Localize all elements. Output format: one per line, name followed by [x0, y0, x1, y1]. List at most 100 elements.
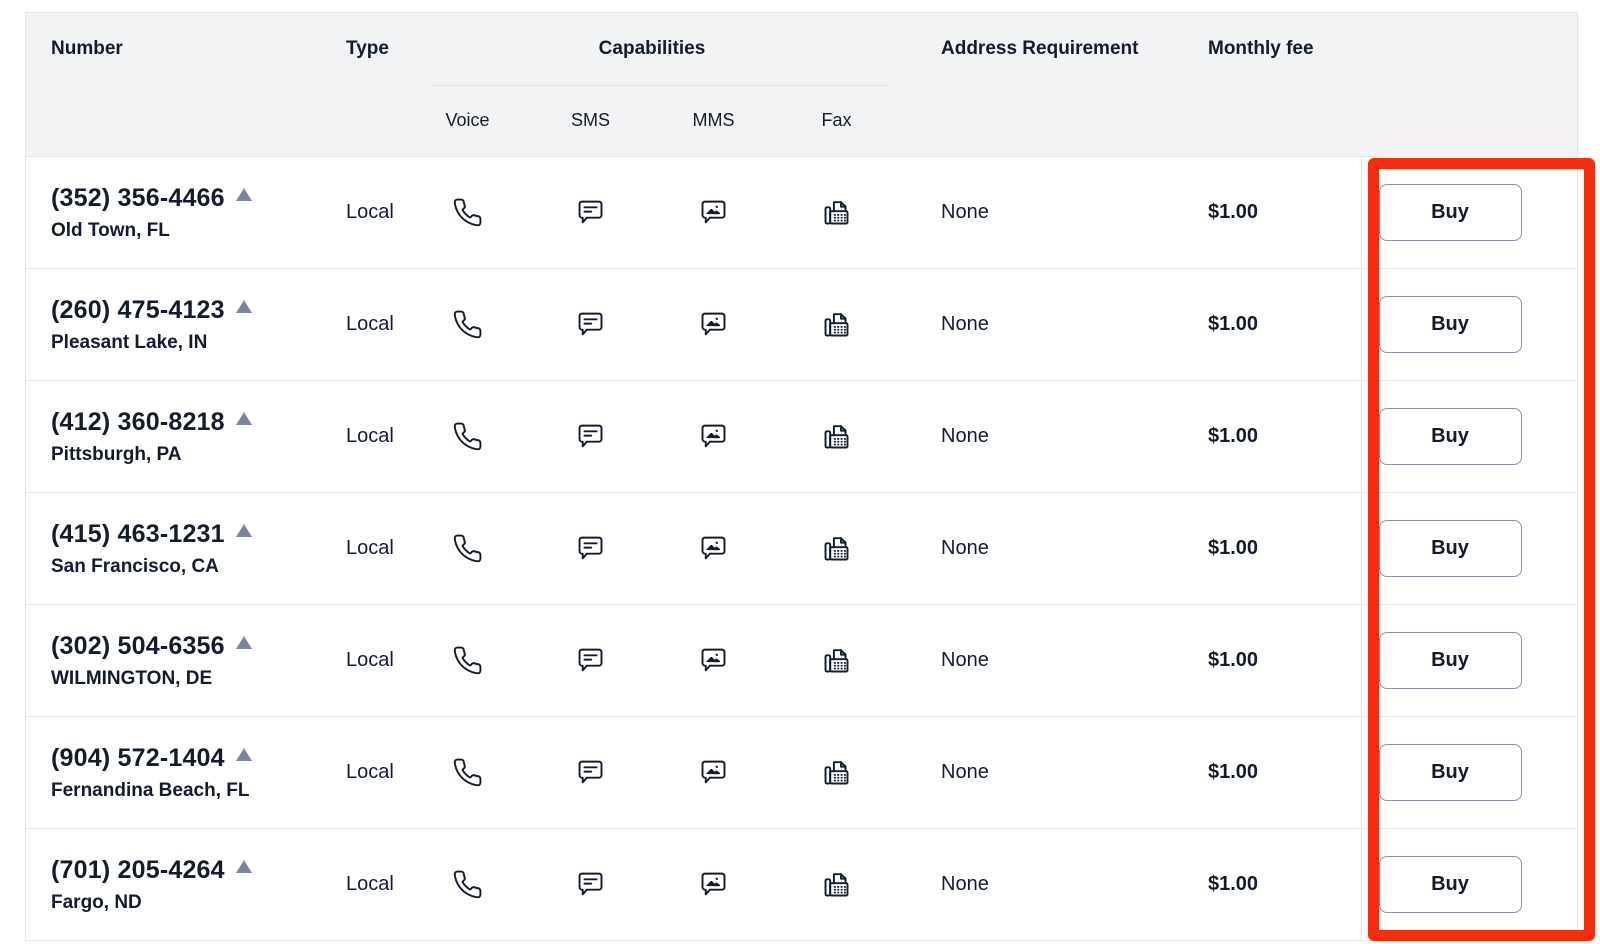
- mms-capability-cell: [652, 757, 775, 788]
- column-header-address-requirement: Address Requirement: [941, 38, 1139, 59]
- buy-cell: Buy: [1361, 717, 1577, 828]
- fax-icon: [821, 421, 852, 452]
- column-header-fax: Fax: [821, 110, 852, 130]
- mms-icon: [698, 309, 729, 340]
- voice-icon: [452, 421, 483, 452]
- fax-capability-cell: [775, 869, 898, 900]
- buy-cell: Buy: [1361, 493, 1577, 604]
- buy-button[interactable]: Buy: [1378, 296, 1522, 353]
- address-requirement-cell: None: [941, 201, 989, 223]
- buy-button[interactable]: Buy: [1378, 744, 1522, 801]
- phone-location: Old Town, FL: [51, 219, 170, 241]
- sort-triangle-icon: [235, 412, 252, 425]
- buy-button[interactable]: Buy: [1378, 520, 1522, 577]
- column-header-monthly-fee: Monthly fee: [1208, 38, 1314, 59]
- monthly-fee-cell: $1.00: [1208, 537, 1259, 559]
- available-numbers-table: Number Type Capabilities Address Require…: [25, 12, 1578, 941]
- phone-number: (415) 463-1231: [51, 519, 225, 548]
- sort-triangle-icon: [235, 860, 252, 873]
- monthly-fee-cell: $1.00: [1208, 649, 1259, 671]
- sms-icon: [575, 533, 606, 564]
- type-cell: Local: [346, 425, 394, 447]
- capabilities-subheader: Voice SMS MMS Fax: [406, 85, 898, 156]
- type-cell: Local: [346, 873, 394, 895]
- monthly-fee-cell: $1.00: [1208, 761, 1259, 783]
- voice-icon: [452, 757, 483, 788]
- voice-icon: [452, 645, 483, 676]
- voice-capability-cell: [406, 645, 529, 676]
- buy-button[interactable]: Buy: [1378, 856, 1522, 913]
- column-header-sms: SMS: [570, 110, 610, 130]
- fax-capability-cell: [775, 309, 898, 340]
- buy-button[interactable]: Buy: [1378, 408, 1522, 465]
- sms-capability-cell: [529, 421, 652, 452]
- column-header-number: Number: [51, 38, 123, 59]
- fax-icon: [821, 869, 852, 900]
- voice-icon: [452, 197, 483, 228]
- phone-number: (701) 205-4264: [51, 855, 225, 884]
- number-cell: (701) 205-4264 Fargo, ND: [26, 855, 346, 913]
- phone-location: Pittsburgh, PA: [51, 443, 182, 465]
- mms-icon: [698, 869, 729, 900]
- fax-icon: [821, 309, 852, 340]
- fax-capability-cell: [775, 757, 898, 788]
- monthly-fee-cell: $1.00: [1208, 873, 1259, 895]
- voice-capability-cell: [406, 421, 529, 452]
- number-cell: (415) 463-1231 San Francisco, CA: [26, 519, 346, 576]
- phone-number: (412) 360-8218: [51, 407, 225, 436]
- address-requirement-cell: None: [941, 873, 989, 895]
- phone-location: Fargo, ND: [51, 891, 142, 913]
- table-row: (412) 360-8218 Pittsburgh, PA Local: [26, 380, 1577, 492]
- fax-capability-cell: [775, 645, 898, 676]
- type-cell: Local: [346, 761, 394, 783]
- column-header-mms: MMS: [692, 110, 735, 130]
- type-cell: Local: [346, 537, 394, 559]
- phone-number: (904) 572-1404: [51, 743, 225, 772]
- sms-icon: [575, 757, 606, 788]
- mms-capability-cell: [652, 645, 775, 676]
- buy-button[interactable]: Buy: [1378, 184, 1522, 241]
- mms-icon: [698, 421, 729, 452]
- phone-location: Fernandina Beach, FL: [51, 779, 250, 801]
- sms-icon: [575, 645, 606, 676]
- address-requirement-cell: None: [941, 537, 989, 559]
- sort-triangle-icon: [235, 748, 252, 761]
- column-header-type: Type: [346, 38, 389, 59]
- sort-triangle-icon: [235, 636, 252, 649]
- phone-number: (352) 356-4466: [51, 183, 225, 212]
- table-header: Number Type Capabilities Address Require…: [26, 13, 1577, 156]
- mms-capability-cell: [652, 197, 775, 228]
- fax-icon: [821, 757, 852, 788]
- fax-icon: [821, 197, 852, 228]
- mms-icon: [698, 757, 729, 788]
- sms-capability-cell: [529, 869, 652, 900]
- sms-capability-cell: [529, 309, 652, 340]
- sms-capability-cell: [529, 197, 652, 228]
- monthly-fee-cell: $1.00: [1208, 201, 1259, 223]
- table-row: (415) 463-1231 San Francisco, CA Local: [26, 492, 1577, 604]
- voice-icon: [452, 533, 483, 564]
- fax-icon: [821, 645, 852, 676]
- phone-number: (260) 475-4123: [51, 295, 225, 324]
- buy-cell: Buy: [1361, 829, 1577, 940]
- type-cell: Local: [346, 313, 394, 335]
- number-cell: (302) 504-6356 WILMINGTON, DE: [26, 633, 346, 689]
- column-header-capabilities: Capabilities: [598, 38, 706, 59]
- buy-button[interactable]: Buy: [1378, 632, 1522, 689]
- address-requirement-cell: None: [941, 313, 989, 335]
- fax-capability-cell: [775, 533, 898, 564]
- mms-capability-cell: [652, 309, 775, 340]
- buy-cell: Buy: [1361, 605, 1577, 716]
- voice-capability-cell: [406, 869, 529, 900]
- sms-capability-cell: [529, 533, 652, 564]
- sort-triangle-icon: [235, 188, 252, 201]
- phone-location: WILMINGTON, DE: [51, 667, 213, 689]
- voice-capability-cell: [406, 757, 529, 788]
- table-row: (701) 205-4264 Fargo, ND Local: [26, 828, 1577, 940]
- address-requirement-cell: None: [941, 649, 989, 671]
- table-body: (352) 356-4466 Old Town, FL Local: [26, 156, 1577, 940]
- mms-icon: [698, 197, 729, 228]
- fax-capability-cell: [775, 421, 898, 452]
- mms-capability-cell: [652, 421, 775, 452]
- voice-icon: [452, 309, 483, 340]
